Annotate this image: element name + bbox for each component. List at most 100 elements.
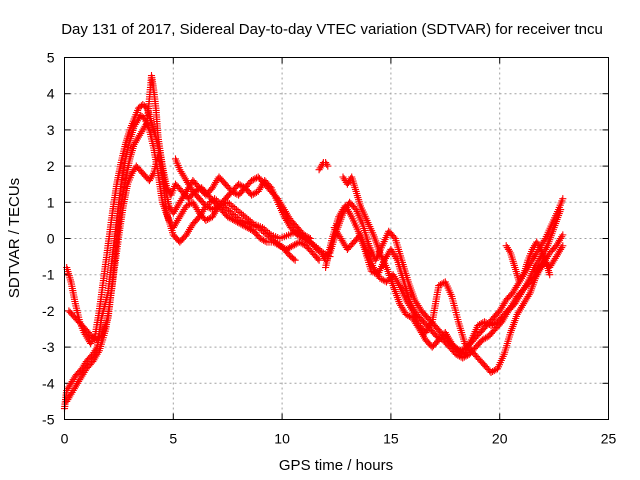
data-point bbox=[324, 162, 332, 170]
data-point bbox=[236, 190, 244, 198]
data-point bbox=[483, 364, 491, 372]
data-point bbox=[423, 313, 431, 321]
x-tick-label: 25 bbox=[601, 431, 617, 447]
data-point bbox=[439, 331, 447, 340]
data-point bbox=[189, 220, 197, 228]
data-point bbox=[211, 198, 219, 206]
data-point bbox=[308, 240, 316, 248]
data-point bbox=[502, 296, 510, 304]
series-track-10 bbox=[339, 173, 567, 358]
data-point bbox=[189, 177, 197, 185]
data-point bbox=[209, 197, 217, 205]
data-point bbox=[174, 183, 182, 191]
data-point bbox=[197, 185, 205, 193]
x-tick-label: 0 bbox=[61, 431, 69, 447]
data-point bbox=[207, 194, 215, 202]
x-axis-label: GPS time / hours bbox=[279, 457, 393, 474]
data-point bbox=[436, 334, 444, 342]
data-point bbox=[195, 195, 203, 203]
data-point bbox=[521, 284, 529, 292]
series-track-5 bbox=[171, 155, 330, 264]
data-point bbox=[433, 324, 441, 332]
data-point bbox=[221, 210, 229, 218]
data-point bbox=[223, 193, 231, 201]
data-point bbox=[345, 244, 353, 252]
data-point bbox=[472, 343, 480, 351]
data-point bbox=[310, 242, 318, 251]
data-point bbox=[500, 310, 508, 319]
data-point bbox=[190, 189, 198, 197]
y-tick-label: -2 bbox=[42, 303, 55, 319]
data-point bbox=[315, 256, 323, 264]
data-point bbox=[474, 354, 482, 362]
x-tick-label: 5 bbox=[169, 431, 177, 447]
data-point bbox=[348, 201, 356, 209]
data-point bbox=[169, 231, 177, 239]
data-point bbox=[224, 183, 232, 191]
data-point bbox=[347, 241, 355, 249]
data-point bbox=[497, 313, 505, 321]
y-tick-label: -5 bbox=[42, 412, 55, 428]
data-point bbox=[225, 190, 233, 198]
data-point bbox=[297, 228, 305, 236]
data-point bbox=[285, 251, 294, 259]
data-point bbox=[191, 217, 200, 225]
data-point bbox=[479, 326, 487, 334]
data-point bbox=[198, 198, 206, 206]
series-track-1 bbox=[60, 111, 334, 413]
data-point bbox=[191, 179, 200, 188]
data-point bbox=[485, 332, 493, 340]
data-point bbox=[295, 225, 303, 233]
data-point bbox=[132, 162, 140, 170]
data-point bbox=[314, 255, 322, 263]
data-point bbox=[479, 360, 487, 368]
data-point bbox=[143, 174, 151, 182]
data-point bbox=[221, 180, 230, 188]
grid-lines bbox=[64, 57, 609, 420]
data-point bbox=[220, 196, 228, 204]
data-point bbox=[390, 233, 398, 241]
data-point bbox=[309, 249, 317, 257]
data-point bbox=[288, 225, 296, 233]
data-point bbox=[529, 275, 537, 283]
data-point bbox=[417, 307, 425, 315]
data-point bbox=[186, 193, 194, 201]
data-points bbox=[60, 72, 567, 413]
data-point bbox=[75, 368, 83, 376]
data-point bbox=[431, 340, 439, 348]
data-point bbox=[194, 182, 202, 190]
chart-title: Day 131 of 2017, Sidereal Day-to-day VTE… bbox=[61, 21, 603, 38]
data-point bbox=[311, 252, 319, 260]
data-point bbox=[218, 207, 227, 215]
data-point bbox=[254, 173, 262, 181]
data-point bbox=[477, 357, 485, 365]
data-point bbox=[252, 230, 260, 238]
data-point bbox=[193, 192, 201, 200]
data-point bbox=[67, 310, 76, 318]
data-point bbox=[547, 247, 555, 256]
data-point bbox=[303, 243, 311, 251]
data-point bbox=[177, 186, 185, 194]
data-point bbox=[218, 199, 226, 207]
y-tick-label: 4 bbox=[47, 86, 55, 102]
data-point bbox=[84, 356, 92, 364]
data-point bbox=[291, 228, 299, 236]
data-point bbox=[215, 202, 223, 210]
data-point bbox=[306, 246, 314, 254]
data-point bbox=[546, 271, 554, 279]
data-point bbox=[140, 171, 148, 179]
data-point bbox=[171, 180, 180, 188]
data-point bbox=[476, 329, 484, 337]
y-tick-label: -3 bbox=[42, 339, 55, 355]
data-point bbox=[503, 308, 511, 316]
data-point bbox=[172, 234, 180, 242]
y-tick-label: 2 bbox=[47, 158, 55, 174]
data-point bbox=[550, 245, 558, 253]
data-point bbox=[245, 188, 253, 196]
data-point bbox=[137, 168, 146, 176]
plot-frame bbox=[64, 57, 609, 420]
data-point bbox=[289, 219, 297, 227]
x-tick-label: 20 bbox=[492, 431, 508, 447]
data-point bbox=[65, 307, 73, 315]
y-tick-label: -1 bbox=[42, 267, 55, 283]
